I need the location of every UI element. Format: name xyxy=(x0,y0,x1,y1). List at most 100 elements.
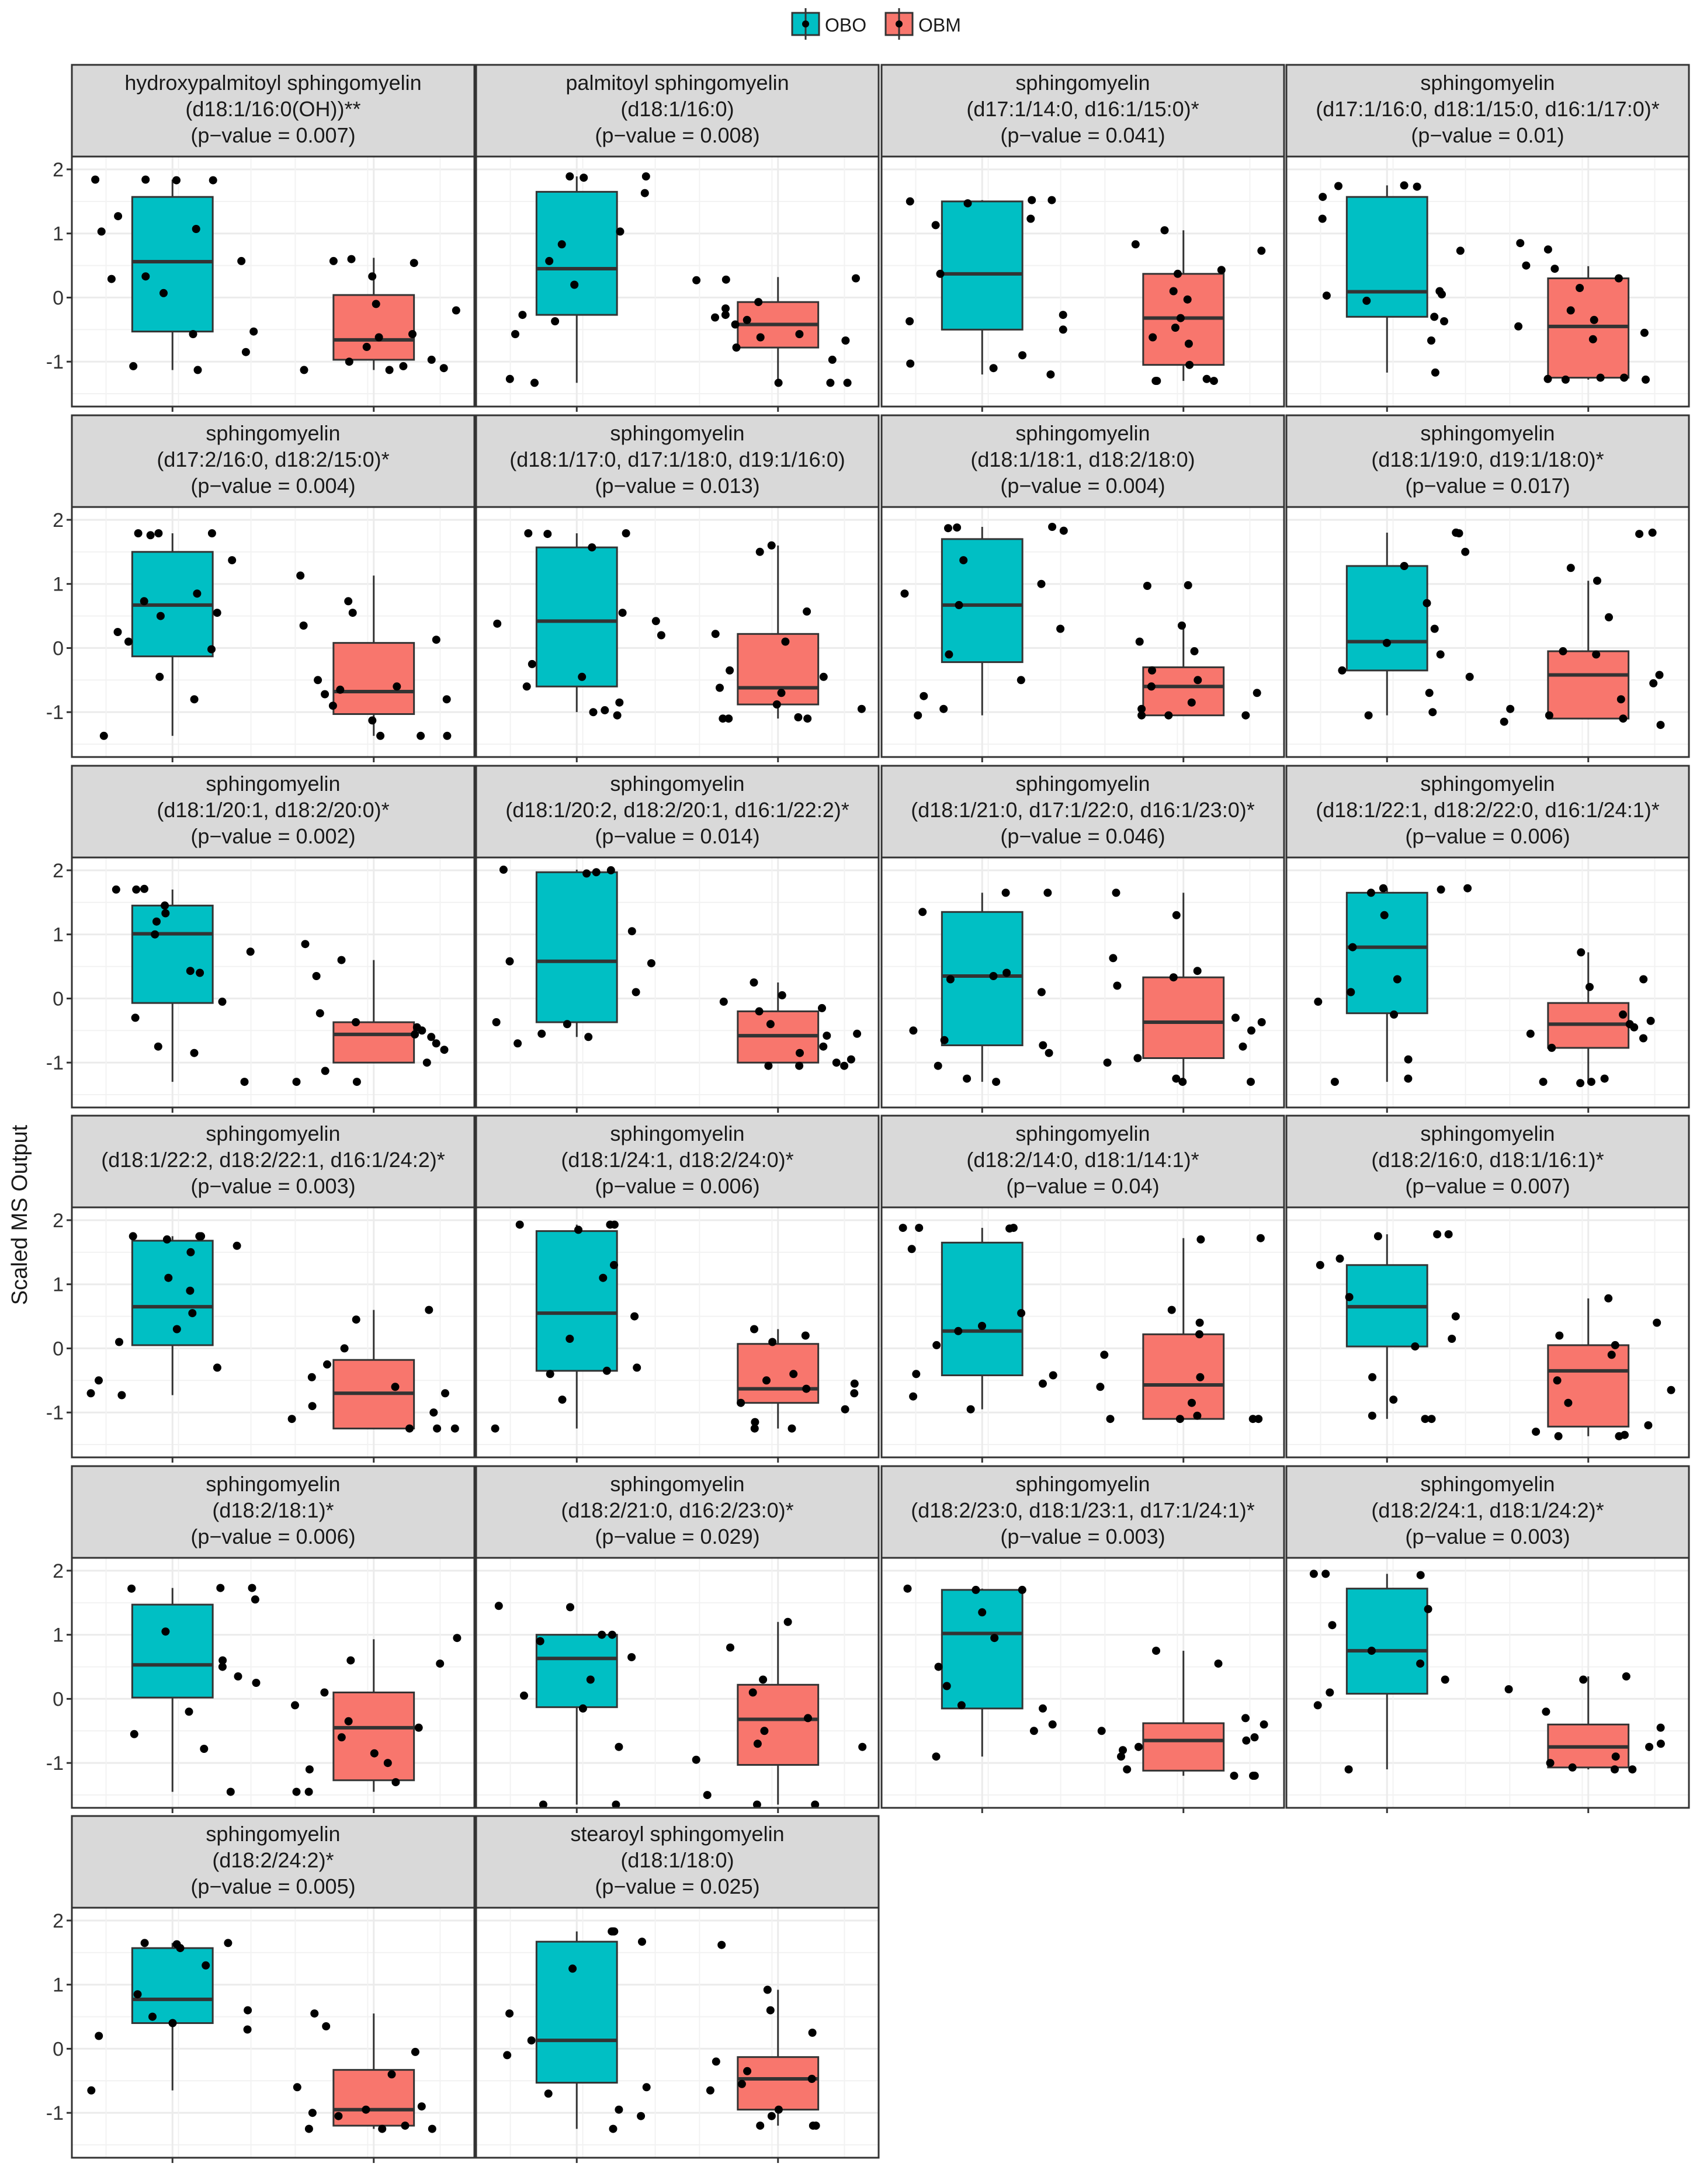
data-point xyxy=(586,1675,595,1684)
data-point xyxy=(1195,1330,1203,1339)
facet-title: hydroxypalmitoyl sphingomyelin xyxy=(124,71,421,95)
data-point xyxy=(334,2112,343,2120)
facet-subtitle: (d18:1/22:2, d18:2/22:1, d16:1/24:2)* xyxy=(101,1148,445,1172)
data-point xyxy=(340,1344,349,1353)
panel: sphingomyelin(d18:2/24:1, d18:1/24:2)* (p… xyxy=(1285,1465,1690,1813)
data-point xyxy=(622,529,630,537)
y-tick-label: 0 xyxy=(53,988,64,1010)
data-point xyxy=(1532,1428,1541,1436)
data-point xyxy=(1171,324,1179,332)
data-point xyxy=(1322,291,1331,300)
data-point xyxy=(1605,613,1613,621)
data-point xyxy=(932,1752,941,1761)
data-point xyxy=(712,2057,720,2066)
data-point xyxy=(1504,1685,1513,1693)
data-point xyxy=(499,865,508,874)
data-point xyxy=(546,1370,554,1379)
data-point xyxy=(527,2036,536,2045)
box-obo xyxy=(535,546,618,688)
data-point xyxy=(795,330,804,338)
data-point xyxy=(213,1363,221,1372)
data-point xyxy=(172,1325,181,1334)
data-point xyxy=(804,1714,812,1723)
panel-border xyxy=(475,1907,880,2159)
data-point xyxy=(209,176,217,185)
data-point xyxy=(1456,246,1465,255)
panel: sphingomyelin(d18:2/21:0, d16:2/23:0)* (p… xyxy=(475,1465,880,1813)
box-obm xyxy=(737,2056,820,2111)
data-point xyxy=(95,1376,103,1385)
panel: sphingomyelin (d18:2/14:0, d18:1/14:1)*(p… xyxy=(880,1114,1285,1463)
data-point xyxy=(218,1656,227,1665)
data-point xyxy=(1451,1312,1460,1321)
data-point xyxy=(633,1363,641,1372)
facet-title: sphingomyelin xyxy=(1015,71,1150,95)
data-point xyxy=(1169,973,1178,982)
facet-pvalue: (p−value = 0.003) xyxy=(1000,1525,1165,1548)
data-point xyxy=(721,304,730,313)
box-obo xyxy=(1345,1588,1428,1695)
data-point xyxy=(1592,650,1601,659)
data-point xyxy=(632,988,640,996)
data-point xyxy=(955,600,963,609)
data-point xyxy=(287,1415,296,1423)
data-point xyxy=(1545,711,1553,720)
data-point xyxy=(737,1398,745,1407)
data-point xyxy=(1596,373,1605,382)
y-axis-label: Scaled MS Output xyxy=(8,1124,32,1305)
box-obo xyxy=(941,1241,1024,1377)
data-point xyxy=(608,1927,616,1936)
data-point xyxy=(1656,1723,1665,1732)
facet-strip xyxy=(71,414,476,508)
data-point xyxy=(240,1078,249,1086)
data-point xyxy=(787,1424,796,1433)
data-point xyxy=(411,2047,419,2056)
y-tick-label: 0 xyxy=(53,637,64,659)
data-point xyxy=(1137,704,1146,713)
data-point xyxy=(186,967,195,975)
data-point xyxy=(1047,196,1056,204)
data-point xyxy=(615,2105,623,2114)
box-obm xyxy=(1142,666,1225,717)
data-point xyxy=(1555,1331,1564,1340)
data-point xyxy=(1151,377,1160,386)
data-point xyxy=(129,362,138,370)
data-point xyxy=(1427,1415,1436,1423)
data-point xyxy=(439,364,448,373)
panel: sphingomyelin(d18:1/20:1, d18:2/20:0)*(p… xyxy=(46,765,476,1113)
data-point xyxy=(1321,1570,1330,1578)
data-point xyxy=(383,1759,392,1768)
box-obo xyxy=(535,1634,618,1709)
data-point xyxy=(329,256,338,265)
data-point xyxy=(840,1061,849,1070)
data-point xyxy=(190,695,199,704)
facet-strip xyxy=(71,64,476,158)
data-point xyxy=(248,1584,256,1592)
data-point xyxy=(613,711,622,720)
panel: sphingomyelin(d17:1/14:0, d16:1/15:0)*(p… xyxy=(880,64,1285,412)
data-point xyxy=(898,1224,907,1232)
data-point xyxy=(1059,526,1068,535)
panels: hydroxypalmitoyl sphingomyelin(d18:1/16:… xyxy=(46,64,1690,2163)
data-point xyxy=(117,1391,126,1400)
data-point xyxy=(1045,1048,1053,1057)
data-point xyxy=(1579,1675,1588,1684)
data-point xyxy=(1393,975,1401,984)
data-point xyxy=(692,1755,700,1764)
panel-border xyxy=(475,856,880,1109)
data-point xyxy=(726,666,734,675)
data-point xyxy=(1667,1386,1675,1394)
panel-border xyxy=(71,506,476,758)
facet-title: palmitoyl sphingomyelin xyxy=(566,71,789,95)
facet-strip xyxy=(880,1114,1285,1209)
y-tick-label: 2 xyxy=(53,1910,64,1932)
data-point xyxy=(1514,322,1523,331)
box-obo xyxy=(1345,891,1428,1015)
data-point xyxy=(348,609,357,617)
data-point xyxy=(544,2089,553,2098)
legend-obo-dot xyxy=(802,20,809,27)
panel-border xyxy=(880,856,1285,1109)
panel: stearoyl sphingomyelin(d18:1/18:0)(p−val… xyxy=(475,1815,880,2163)
data-point xyxy=(1656,1739,1665,1748)
data-point xyxy=(530,379,539,387)
